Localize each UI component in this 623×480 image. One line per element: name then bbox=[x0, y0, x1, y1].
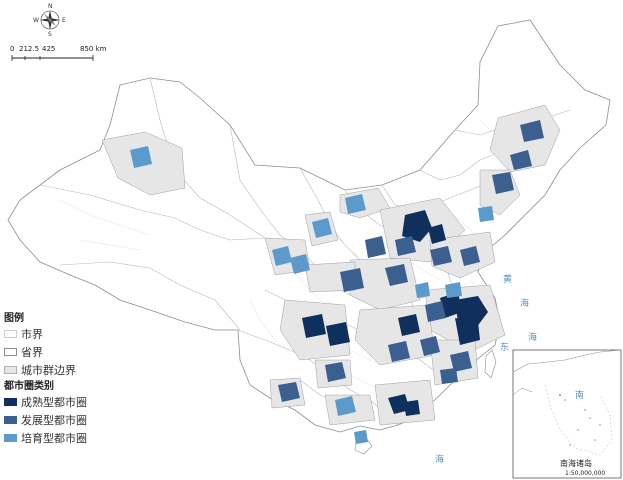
metro-dev-changsha bbox=[388, 341, 410, 362]
legend-category-mature: 成熟型都市圈 bbox=[4, 393, 154, 411]
metro-dev-changchun bbox=[520, 120, 544, 142]
city-border-swatch bbox=[4, 330, 17, 338]
cluster-border-swatch bbox=[4, 366, 17, 374]
legend-category-label: 成熟型都市圈 bbox=[21, 396, 87, 409]
legend-item-city-border: 市界 bbox=[4, 325, 154, 343]
legend-category-title: 都市圈类别 bbox=[4, 381, 54, 392]
legend-item-province-border: 省界 bbox=[4, 343, 154, 361]
compass-west: W bbox=[33, 17, 39, 24]
developing-swatch bbox=[4, 416, 17, 424]
metro-dev-xiamen bbox=[440, 368, 458, 384]
metro-dev-xian bbox=[340, 268, 364, 292]
sea-label-hai-2: 海 bbox=[528, 333, 538, 343]
metro-mature-wuhan bbox=[398, 314, 420, 336]
sea-label-hai-1: 海 bbox=[520, 299, 530, 309]
legend-item-cluster-border: 城市群边界 bbox=[4, 361, 154, 379]
metro-nur-jiangbei bbox=[415, 282, 430, 298]
metro-circles bbox=[130, 120, 544, 444]
metro-mature-chengdu bbox=[302, 314, 326, 338]
compass-south: S bbox=[48, 31, 52, 38]
metro-dev-kunming bbox=[278, 382, 300, 402]
metro-nur-yinchuan bbox=[312, 218, 332, 238]
inset-title: 南海诸岛 bbox=[560, 459, 592, 468]
metro-mature-tianjin bbox=[428, 224, 446, 244]
south-china-sea-inset bbox=[512, 349, 622, 479]
scale-tick-1: 212.5 bbox=[19, 45, 40, 53]
sea-label-nan: 南 bbox=[575, 391, 585, 401]
metro-mature-guangzhou bbox=[388, 394, 410, 414]
legend-item-label: 城市群边界 bbox=[21, 364, 76, 377]
metro-nur-dalian bbox=[478, 206, 494, 222]
scale-tick-0: 0 bbox=[10, 45, 15, 53]
metro-dev-guiyang bbox=[325, 362, 346, 382]
metro-dev-harbin bbox=[510, 150, 532, 170]
metro-dev-zhengzhou bbox=[385, 264, 408, 286]
metro-mature-chongqing bbox=[326, 322, 350, 346]
metro-nur-lanzhou bbox=[290, 254, 310, 274]
metro-nur-nanning bbox=[335, 396, 356, 416]
legend: 图例 市界 省界 城市群边界 都市圈类别 成熟型都市圈 发展型都市圈 培育型都市… bbox=[4, 313, 154, 447]
province-border-swatch bbox=[4, 348, 17, 356]
legend-category-developing: 发展型都市圈 bbox=[4, 411, 154, 429]
metro-dev-jinan bbox=[430, 246, 452, 266]
compass-north: N bbox=[48, 3, 53, 10]
scale-tick-3: 850 km bbox=[80, 45, 107, 53]
mature-swatch bbox=[4, 398, 17, 406]
inset-scale: 1:50,000,000 bbox=[565, 470, 606, 477]
metro-nur-hohhot bbox=[345, 194, 366, 214]
taiwan-island bbox=[484, 349, 497, 379]
metro-dev-shenyang bbox=[492, 172, 514, 194]
metro-nur-suxichang bbox=[445, 282, 462, 298]
nurturing-swatch bbox=[4, 434, 17, 442]
sea-label-dong: 东 bbox=[500, 343, 510, 353]
legend-item-label: 市界 bbox=[21, 328, 43, 341]
metro-nur-urumqi bbox=[130, 146, 152, 168]
legend-category-nurturing: 培育型都市圈 bbox=[4, 429, 154, 447]
metro-mature-hangzhou bbox=[455, 318, 480, 345]
compass-rose bbox=[40, 10, 60, 30]
sea-label-huang: 黄 bbox=[503, 275, 513, 285]
legend-category-label: 培育型都市圈 bbox=[21, 432, 87, 445]
metro-mature-nanjing bbox=[440, 292, 462, 318]
compass-east: E bbox=[62, 17, 66, 24]
metro-dev-hefei bbox=[425, 301, 446, 322]
scale-tick-2: 425 bbox=[42, 45, 56, 53]
metro-nur-xining bbox=[272, 246, 292, 266]
metro-dev-shijiazhuang bbox=[395, 236, 416, 256]
metro-mature-beijing bbox=[402, 210, 432, 242]
legend-title: 图例 bbox=[4, 313, 24, 324]
metro-dev-nanchang bbox=[420, 336, 440, 356]
metro-dev-qingdao bbox=[460, 246, 480, 266]
legend-item-label: 省界 bbox=[21, 346, 43, 359]
metro-mature-shenzhen bbox=[404, 400, 420, 416]
metro-dev-taiyuan bbox=[365, 236, 386, 258]
sea-label-hai-3: 海 bbox=[435, 455, 445, 465]
scale-bar-graphic bbox=[11, 55, 94, 61]
legend-category-label: 发展型都市圈 bbox=[21, 414, 87, 427]
metro-dev-fuzhou bbox=[450, 351, 472, 372]
metro-nur-haikou bbox=[354, 430, 368, 444]
